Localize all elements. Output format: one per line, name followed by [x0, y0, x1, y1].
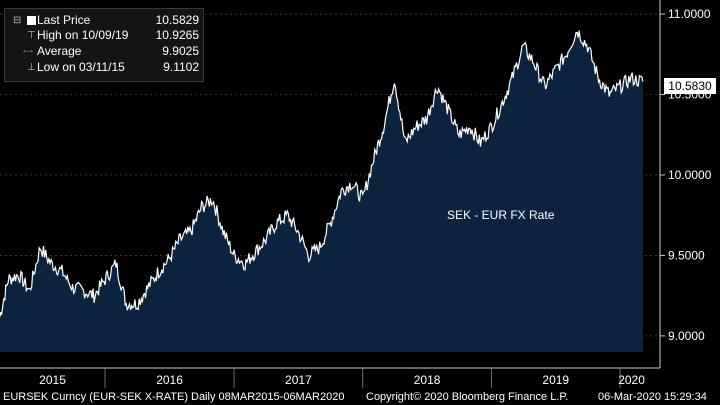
- footer-timestamp: 06-Mar-2020 15:29:34: [598, 391, 707, 403]
- legend-last-price-label: Last Price: [37, 13, 91, 27]
- y-tick-label: 10.0000: [668, 168, 712, 182]
- legend-high-label: High on 10/09/19: [37, 28, 129, 42]
- footer-bar: EURSEK Curncy (EUR-SEK X-RATE) Daily 08M…: [0, 389, 720, 405]
- legend-average-label: Average: [37, 44, 82, 58]
- collapse-icon[interactable]: ⊟: [13, 15, 22, 26]
- legend-last-price-value: 10.5829: [155, 13, 199, 27]
- x-ticks: 2015 2016 2017 2018 2019 2020: [39, 368, 645, 388]
- y-tick-label: 9.5000: [668, 248, 705, 262]
- x-tick-label: 2015: [39, 373, 66, 387]
- price-line: [0, 30, 644, 317]
- last-value-tag: 10.5830: [664, 78, 716, 94]
- legend-last-price: ⊟ Last Price 10.5829: [5, 13, 203, 28]
- x-tick-label: 2020: [618, 373, 645, 387]
- y-tick-label: 11.0000: [668, 7, 711, 21]
- legend-low: ⊥ Low on 03/11/15 9.1102: [5, 60, 203, 75]
- legend-low-label: Low on 03/11/15: [37, 60, 125, 74]
- price-area: [0, 30, 643, 352]
- high-marker-icon: ⊤: [27, 30, 36, 41]
- footer-copyright: Copyright© 2020 Bloomberg Finance L.P.: [366, 391, 569, 403]
- x-tick-label: 2017: [285, 373, 312, 387]
- last-price-swatch: [27, 16, 36, 25]
- legend-high: ⊤ High on 10/09/19 10.9265: [5, 28, 203, 43]
- average-marker-icon: -·-: [23, 46, 33, 57]
- chart-title: SEK - EUR FX Rate: [447, 208, 555, 222]
- footer-ticker: EURSEK Curncy (EUR-SEK X-RATE): [3, 391, 188, 403]
- footer-range: Daily 08MAR2015-06MAR2020: [191, 391, 345, 403]
- legend-average: -·- Average 9.9025: [5, 44, 203, 59]
- legend-low-value: 9.1102: [163, 60, 199, 74]
- low-marker-icon: ⊥: [27, 62, 36, 73]
- x-tick-label: 2018: [414, 373, 441, 387]
- x-tick-label: 2016: [156, 373, 183, 387]
- legend-box: ⊟ Last Price 10.5829 ⊤ High on 10/09/19 …: [4, 8, 204, 82]
- legend-average-value: 9.9025: [162, 44, 199, 58]
- x-tick-label: 2019: [542, 373, 569, 387]
- y-tick-label: 9.0000: [668, 329, 705, 343]
- legend-high-value: 10.9265: [155, 28, 199, 42]
